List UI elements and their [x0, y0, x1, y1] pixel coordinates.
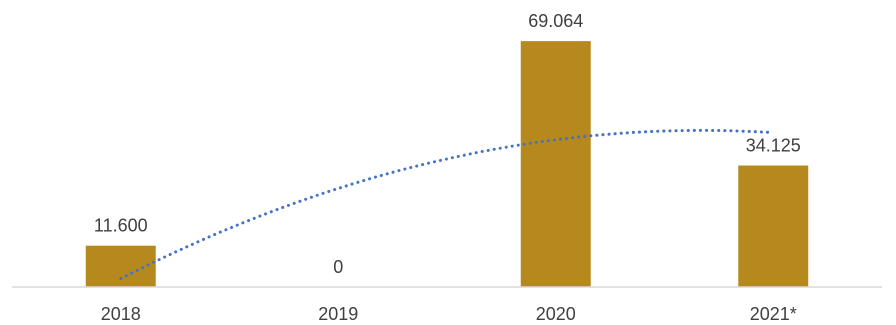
x-tick-label-2019: 2019: [318, 304, 358, 324]
data-label-2021*: 34.125: [746, 136, 801, 156]
bar-2021*: [738, 165, 809, 287]
bar-2018: [85, 245, 156, 287]
bars-group: [85, 41, 809, 288]
data-labels-group: 11.600 0 69.064 34.125: [94, 11, 801, 277]
x-tick-labels-group: 2018 2019 2020 2021*: [101, 304, 797, 324]
trendline: [119, 128, 775, 281]
x-tick-label-2018: 2018: [101, 304, 141, 324]
data-label-2020: 69.064: [528, 11, 583, 31]
x-tick-label-2021*: 2021*: [750, 304, 797, 324]
bar-2020: [520, 41, 591, 288]
data-label-2018: 11.600: [94, 216, 148, 236]
data-label-2019: 0: [333, 257, 343, 277]
x-tick-label-2020: 2020: [536, 304, 576, 324]
